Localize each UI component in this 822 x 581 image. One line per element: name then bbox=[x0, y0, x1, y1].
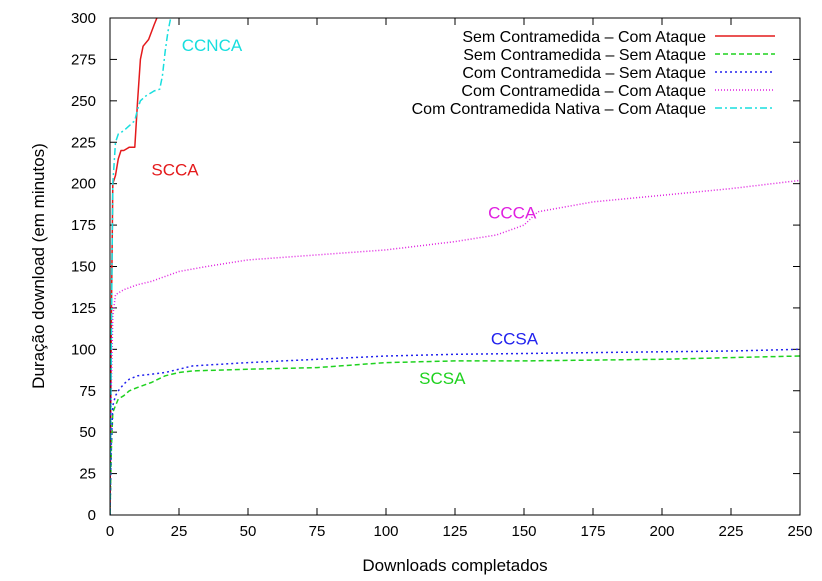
legend-label: Com Contramedida Nativa – Com Ataque bbox=[412, 101, 706, 118]
y-tick-label: 75 bbox=[79, 383, 96, 400]
y-tick-label: 250 bbox=[71, 93, 96, 110]
y-tick-label: 275 bbox=[71, 51, 96, 68]
annotation-ccnca: CCNCA bbox=[182, 36, 243, 55]
y-tick-label: 200 bbox=[71, 176, 96, 193]
series-annotations: CCNCA SCCA CCCA CCSA SCSA bbox=[151, 36, 538, 388]
x-tick-label: 150 bbox=[511, 523, 536, 540]
legend-label: Sem Contramedida – Sem Ataque bbox=[463, 47, 706, 64]
x-tick-label: 225 bbox=[718, 523, 743, 540]
y-tick-labels: 0 25 50 75 100 125 150 175 200 225 250 275 300 bbox=[71, 10, 96, 524]
annotation-scsa: SCSA bbox=[419, 369, 466, 388]
series-layer bbox=[110, 18, 800, 515]
x-tick-label: 175 bbox=[580, 523, 605, 540]
annotation-scca: SCCA bbox=[151, 160, 199, 179]
y-tick-label: 300 bbox=[71, 10, 96, 27]
annotation-ccsa: CCSA bbox=[491, 329, 539, 348]
legend-label: Sem Contramedida – Com Ataque bbox=[462, 29, 706, 46]
x-tick-label: 250 bbox=[787, 523, 812, 540]
y-tick-label: 125 bbox=[71, 300, 96, 317]
y-tick-label: 175 bbox=[71, 217, 96, 234]
x-tick-label: 200 bbox=[649, 523, 674, 540]
series-line-ccca bbox=[110, 179, 800, 515]
y-tick-label: 100 bbox=[71, 341, 96, 358]
y-tick-label: 150 bbox=[71, 259, 96, 276]
y-axis-label: Duração download (em minutos) bbox=[29, 143, 48, 389]
plot-frame bbox=[109, 17, 801, 516]
series-line-ccnca bbox=[110, 18, 172, 515]
x-tick-label: 75 bbox=[309, 523, 326, 540]
x-tick-label: 50 bbox=[240, 523, 257, 540]
annotation-ccca: CCCA bbox=[488, 203, 537, 222]
x-tick-label: 0 bbox=[106, 523, 114, 540]
x-tick-labels: 0 25 50 75 100 125 150 175 200 225 250 bbox=[106, 523, 813, 540]
series-line-scca bbox=[110, 18, 158, 515]
series-line-scsa bbox=[110, 355, 800, 515]
y-tick-label: 50 bbox=[79, 424, 96, 441]
x-axis-label: Downloads completados bbox=[362, 556, 547, 575]
y-tick-label: 225 bbox=[71, 134, 96, 151]
y-tick-label: 0 bbox=[88, 507, 96, 524]
y-tick-label: 25 bbox=[79, 466, 96, 483]
legend-label: Com Contramedida – Sem Ataque bbox=[462, 65, 706, 82]
x-tick-label: 100 bbox=[373, 523, 398, 540]
legend-label: Com Contramedida – Com Ataque bbox=[461, 83, 706, 100]
x-tick-label: 125 bbox=[442, 523, 467, 540]
series-line-ccsa bbox=[110, 348, 800, 515]
x-tick-label: 25 bbox=[171, 523, 188, 540]
